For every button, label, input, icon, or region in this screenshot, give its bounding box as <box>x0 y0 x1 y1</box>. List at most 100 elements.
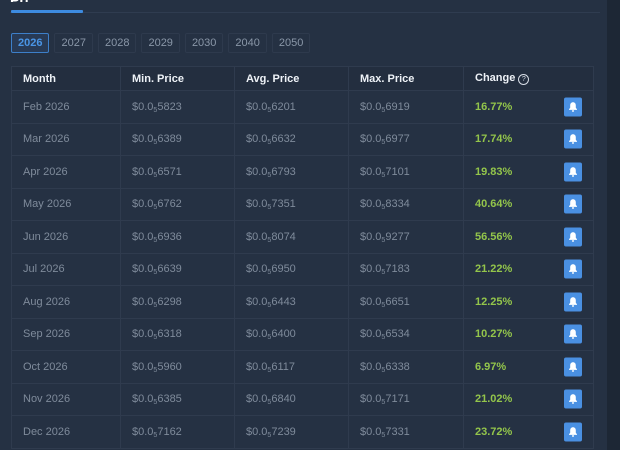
min-price-cell: $0.056639 <box>120 252 235 286</box>
table-row: Aug 2026 $0.056298 $0.056443 $0.056651 12.25… <box>11 285 594 319</box>
price-digits: 7331 <box>385 425 410 438</box>
price-digits: 6338 <box>385 360 410 373</box>
price-zero-count: 5 <box>267 334 272 342</box>
avg-price-cell: $0.056400 <box>234 317 349 351</box>
price-alert-button[interactable] <box>564 357 582 377</box>
price-prefix: $0.0 <box>360 425 382 438</box>
price-digits: 6318 <box>157 328 182 341</box>
price-alert-button[interactable] <box>564 162 582 182</box>
price-prefix: $0.0 <box>360 198 382 211</box>
price-digits: 6639 <box>157 263 182 276</box>
price-digits: 6840 <box>271 393 296 406</box>
year-button-2027[interactable]: 2027 <box>54 33 93 53</box>
year-button-2050[interactable]: 2050 <box>271 33 311 53</box>
price-zero-count: 5 <box>381 106 386 114</box>
price-zero-count: 5 <box>153 171 158 179</box>
price-prefix: $0.0 <box>132 295 154 308</box>
price-alert-button[interactable] <box>564 259 582 279</box>
price-prefix: $0.0 <box>246 393 268 406</box>
price-alert-button[interactable] <box>564 227 582 247</box>
table-row: Dec 2026 $0.057162 $0.057239 $0.057331 23.72… <box>11 415 594 449</box>
change-value: 21.02% <box>475 393 513 406</box>
price-zero-count: 5 <box>381 171 386 179</box>
table-header-row: Month Min. Price Avg. Price Max. Price C… <box>11 66 594 91</box>
year-button-2030[interactable]: 2030 <box>184 33 224 53</box>
price-digits: 6385 <box>157 393 182 406</box>
max-price-cell: $0.056338 <box>348 350 464 384</box>
year-button-2029[interactable]: 2029 <box>141 33 180 53</box>
price-digits: 7239 <box>271 425 296 438</box>
table-row: Feb 2026 $0.055823 $0.056201 $0.056919 16.77… <box>11 90 594 124</box>
price-prefix: $0.0 <box>360 328 382 341</box>
price-zero-count: 5 <box>381 366 386 374</box>
month-cell: Sep 2026 <box>11 317 121 351</box>
max-price-cell: $0.057171 <box>348 382 464 416</box>
price-prefix: $0.0 <box>246 328 268 341</box>
price-prefix: $0.0 <box>246 165 268 178</box>
help-icon[interactable]: ? <box>518 74 530 85</box>
change-value: 12.25% <box>475 295 513 308</box>
avg-price-cell: $0.056950 <box>234 252 349 286</box>
price-alert-button[interactable] <box>564 129 582 149</box>
change-cell: 56.56% <box>463 220 594 254</box>
column-header-max-price: Max. Price <box>348 66 464 91</box>
price-zero-count: 5 <box>153 399 158 407</box>
price-alert-button[interactable] <box>564 292 582 312</box>
price-zero-count: 5 <box>153 366 158 374</box>
year-button-2040[interactable]: 2040 <box>228 33 267 53</box>
price-digits: 6632 <box>271 133 296 146</box>
change-value: 56.56% <box>475 230 513 243</box>
price-zero-count: 5 <box>267 236 272 244</box>
month-cell: Jul 2026 <box>11 252 121 286</box>
month-cell: May 2026 <box>11 187 121 221</box>
price-zero-count: 5 <box>267 399 272 407</box>
price-digits: 6977 <box>385 133 410 146</box>
bell-icon <box>568 264 578 275</box>
max-price-cell: $0.057101 <box>348 155 464 189</box>
price-alert-button[interactable] <box>564 324 582 344</box>
price-prefix: $0.0 <box>246 100 268 113</box>
price-zero-count: 5 <box>381 139 386 147</box>
price-zero-count: 5 <box>267 139 272 147</box>
min-price-cell: $0.057162 <box>120 415 235 449</box>
min-price-cell: $0.056389 <box>120 122 235 156</box>
year-button-2028[interactable]: 2028 <box>97 33 137 53</box>
price-digits: 7162 <box>157 425 182 438</box>
price-alert-button[interactable] <box>564 422 582 442</box>
price-digits: 6298 <box>157 295 182 308</box>
max-price-cell: $0.056919 <box>348 90 464 124</box>
bell-icon <box>568 199 578 210</box>
price-prefix: $0.0 <box>360 100 382 113</box>
change-cell: 17.74% <box>463 122 594 156</box>
price-digits: 5823 <box>157 100 182 113</box>
price-alert-button[interactable] <box>564 389 582 409</box>
price-alert-button[interactable] <box>564 194 582 214</box>
bell-icon <box>568 426 578 437</box>
max-price-cell: $0.058334 <box>348 187 464 221</box>
price-prefix: $0.0 <box>132 360 154 373</box>
year-button-2026[interactable]: 2026 <box>11 33 50 53</box>
price-zero-count: 5 <box>381 269 386 277</box>
month-cell: Nov 2026 <box>11 382 121 416</box>
month-cell: Mar 2026 <box>11 122 121 156</box>
price-prefix: $0.0 <box>246 263 268 276</box>
price-prefix: $0.0 <box>132 230 154 243</box>
price-prefix: $0.0 <box>132 263 154 276</box>
avg-price-cell: $0.056632 <box>234 122 349 156</box>
change-cell: 23.72% <box>463 415 594 449</box>
scrollbar-track[interactable] <box>607 0 620 450</box>
active-tab-label[interactable]: Pri <box>10 0 29 2</box>
max-price-cell: $0.056534 <box>348 317 464 351</box>
avg-price-cell: $0.056840 <box>234 382 349 416</box>
avg-price-cell: $0.058074 <box>234 220 349 254</box>
price-digits: 6950 <box>271 263 296 276</box>
column-header-month: Month <box>11 66 121 91</box>
price-digits: 6571 <box>157 165 182 178</box>
price-zero-count: 5 <box>381 236 386 244</box>
price-prefix: $0.0 <box>246 133 268 146</box>
change-value: 10.27% <box>475 328 513 341</box>
min-price-cell: $0.056571 <box>120 155 235 189</box>
min-price-cell: $0.056385 <box>120 382 235 416</box>
avg-price-cell: $0.057239 <box>234 415 349 449</box>
price-alert-button[interactable] <box>564 97 582 117</box>
